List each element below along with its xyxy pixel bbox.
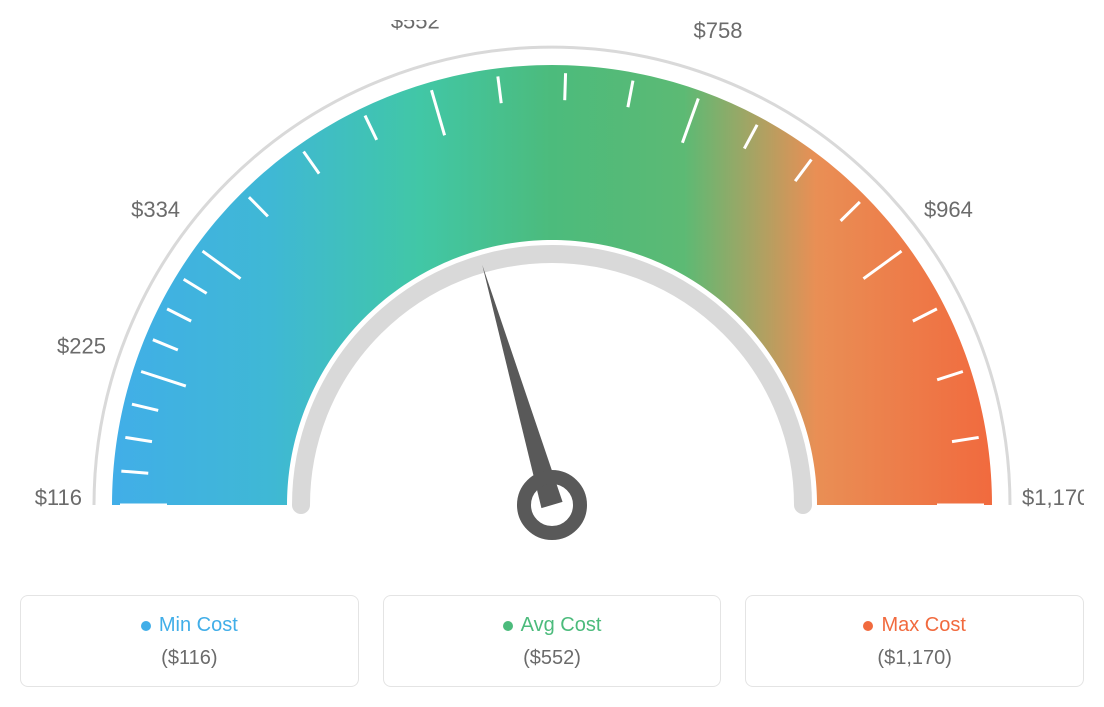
legend-title: Avg Cost — [503, 614, 602, 637]
gauge-svg: $116 $225 $334 $552 $758 $964 $1,170 — [20, 20, 1084, 560]
tick-label: $964 — [924, 197, 973, 222]
tick-label: $1,170 — [1022, 485, 1084, 510]
legend-dot-icon — [141, 621, 151, 631]
tick-label: $552 — [391, 20, 440, 33]
legend-value: ($116) — [31, 647, 348, 670]
legend-value: ($552) — [394, 647, 711, 670]
legend-row: Min Cost ($116) Avg Cost ($552) Max Cost ($1,… — [20, 595, 1084, 687]
legend-label: Avg Cost — [521, 614, 602, 637]
tick-label: $225 — [57, 334, 106, 359]
legend-card: Min Cost ($116) — [20, 595, 359, 687]
gauge-chart: $116 $225 $334 $552 $758 $964 $1,170 — [20, 20, 1084, 565]
tick-label: $334 — [131, 197, 180, 222]
legend-value: ($1,170) — [756, 647, 1073, 670]
minor-tick — [121, 471, 148, 473]
tick-label: $116 — [35, 485, 82, 510]
legend-label: Min Cost — [159, 614, 238, 637]
tick-label: $758 — [694, 20, 743, 43]
gauge-band — [112, 65, 992, 505]
legend-title: Min Cost — [141, 614, 238, 637]
legend-label: Max Cost — [881, 614, 965, 637]
legend-dot-icon — [503, 621, 513, 631]
minor-tick — [565, 73, 566, 100]
legend-card: Max Cost ($1,170) — [745, 595, 1084, 687]
legend-card: Avg Cost ($552) — [383, 595, 722, 687]
legend-dot-icon — [863, 621, 873, 631]
legend-title: Max Cost — [863, 614, 965, 637]
